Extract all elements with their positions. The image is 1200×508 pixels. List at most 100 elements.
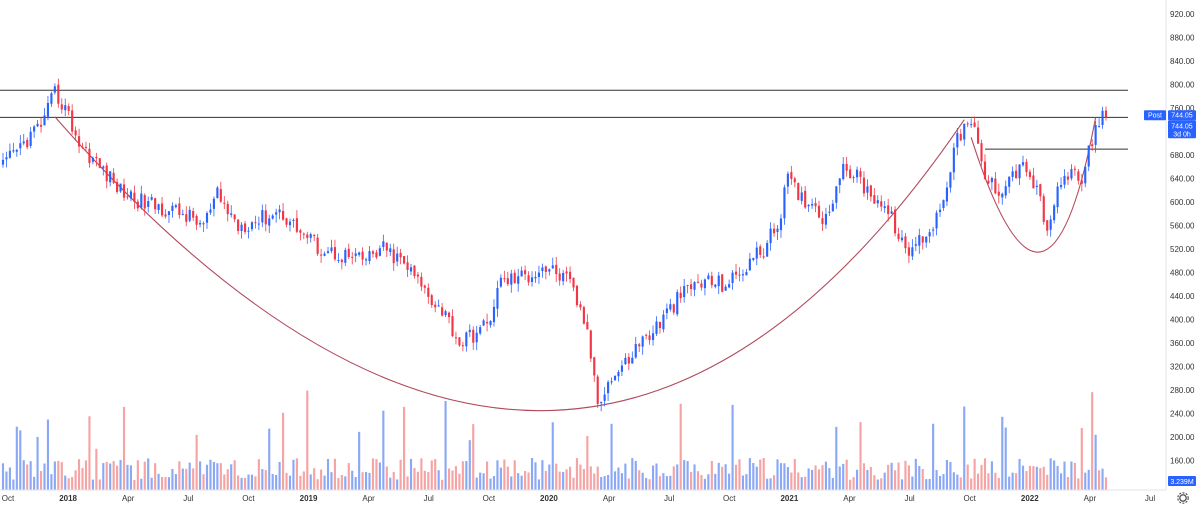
volume-bar: [264, 470, 267, 490]
candle: [1056, 182, 1059, 214]
candle: [309, 232, 312, 243]
candle: [835, 185, 838, 209]
volume-bar: [271, 474, 274, 490]
candle-body: [544, 266, 547, 272]
candle-body: [454, 337, 458, 339]
volume-bar: [8, 467, 11, 490]
candle: [330, 239, 333, 254]
candle-body: [894, 209, 897, 234]
candle: [126, 188, 129, 200]
volume-bar: [50, 474, 53, 490]
candle-body: [869, 185, 872, 197]
candle: [890, 206, 893, 215]
candle: [1049, 215, 1052, 237]
candle: [150, 194, 153, 201]
candle-body: [541, 267, 544, 272]
candle: [707, 272, 710, 280]
x-tick-label: Jul: [664, 494, 674, 503]
candle: [174, 203, 177, 209]
volume-bar: [351, 470, 354, 490]
candle-body: [29, 131, 32, 146]
volume-bar: [129, 465, 133, 490]
volume-bar: [140, 478, 143, 490]
candle-body: [928, 232, 931, 237]
volume-bar: [492, 476, 496, 490]
volume-bar: [434, 459, 437, 490]
candle: [703, 278, 706, 296]
candle-body: [351, 256, 354, 258]
candle: [313, 234, 316, 242]
candle-body: [945, 187, 949, 202]
candle: [734, 263, 738, 280]
candle: [364, 257, 368, 266]
candle: [565, 266, 568, 282]
candle-body: [326, 251, 330, 254]
candle: [216, 186, 219, 199]
candle-body: [703, 279, 706, 289]
volume-bar: [755, 466, 758, 490]
candle-body: [990, 178, 993, 183]
candle-body: [122, 184, 126, 198]
candle-body: [437, 305, 440, 307]
volume-bar: [956, 474, 959, 490]
candle: [772, 223, 776, 237]
volume-bar: [745, 474, 748, 490]
candle-body: [143, 195, 146, 209]
candle: [1032, 167, 1035, 189]
candle: [368, 245, 371, 265]
candle-body: [1091, 144, 1094, 147]
candle-body: [275, 212, 278, 215]
candle: [195, 214, 198, 231]
candle: [64, 98, 67, 117]
candle: [354, 248, 357, 263]
candle: [437, 299, 440, 307]
candle-body: [676, 292, 679, 315]
volume-bar: [126, 464, 129, 490]
candle: [793, 176, 796, 188]
volume-bar: [330, 472, 333, 490]
volume-bar: [731, 404, 734, 490]
candle: [700, 279, 703, 291]
candle-body: [447, 312, 451, 318]
candlesticks: [1, 78, 1108, 412]
candle-body: [976, 127, 980, 144]
volume-bar: [67, 478, 70, 490]
candle: [261, 204, 264, 228]
candle: [838, 178, 841, 194]
volume-bar: [423, 470, 426, 490]
volume-bar: [306, 390, 309, 490]
volume-bar: [800, 477, 803, 490]
pattern-curve: [970, 117, 1097, 253]
candle-body: [1098, 126, 1101, 128]
volume-bar: [793, 458, 796, 490]
candle-body: [1025, 162, 1028, 173]
candle-body: [1056, 186, 1059, 208]
candle-body: [838, 178, 841, 186]
y-axis: 920.00880.00840.00800.00760.00720.00680.…: [1170, 10, 1195, 485]
candle: [665, 303, 668, 320]
candle-body: [949, 172, 952, 188]
x-tick-label: Jul: [424, 494, 434, 503]
settings-gear-icon[interactable]: [1177, 492, 1189, 504]
candle: [1066, 172, 1070, 185]
x-tick-label: Apr: [843, 494, 856, 503]
candle-body: [382, 241, 385, 248]
candle: [696, 274, 700, 284]
volume-bar: [461, 461, 464, 490]
candle-body: [596, 376, 599, 404]
candle-body: [254, 222, 257, 224]
candle: [46, 95, 50, 121]
y-tick-label: 160.00: [1170, 457, 1195, 466]
candle-body: [1, 159, 5, 165]
volume-bar: [468, 440, 471, 490]
candle-body: [651, 333, 655, 340]
candle-body: [492, 306, 496, 323]
volume-bar: [209, 459, 212, 490]
volume-bar: [347, 463, 350, 490]
volume-bar: [243, 477, 247, 490]
volume-bar: [192, 468, 195, 490]
candle: [403, 255, 406, 265]
candle: [997, 183, 1000, 204]
volume-bar: [323, 475, 326, 490]
candle: [973, 116, 976, 128]
